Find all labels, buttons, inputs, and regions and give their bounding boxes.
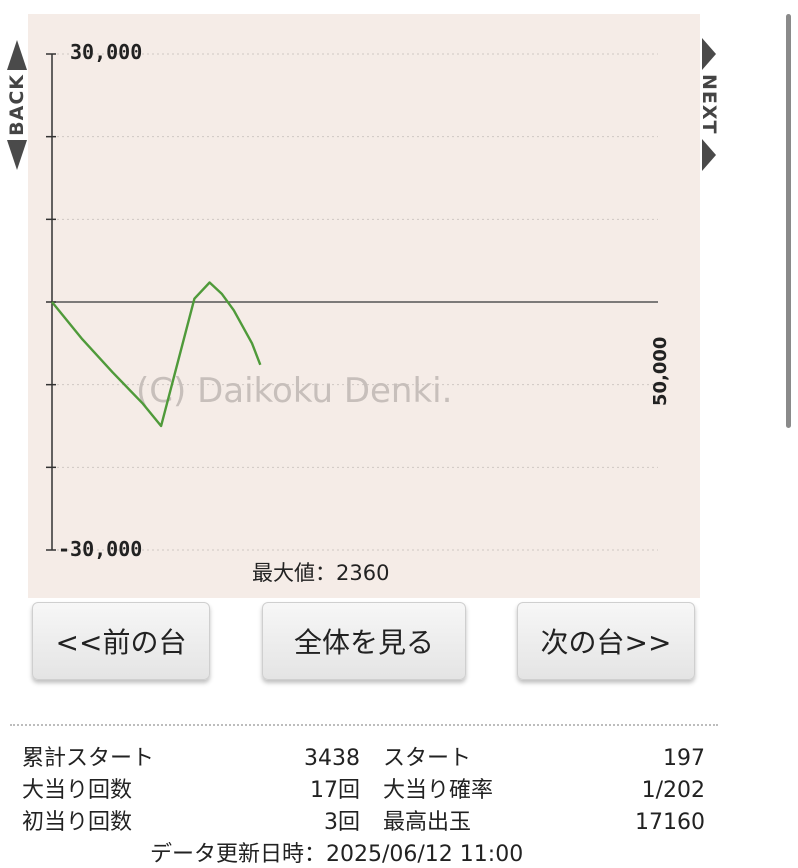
slump-graph-panel: (C) Daikoku Denki. 30,000 -30,000 50,000… xyxy=(28,14,700,598)
watermark-text: (C) Daikoku Denki. xyxy=(136,371,452,411)
next-machine-button[interactable]: 次の台>> xyxy=(517,602,695,680)
back-nav[interactable]: BACK xyxy=(2,40,32,170)
update-timestamp: データ更新日時：2025/06/12 11:00 xyxy=(150,842,524,867)
slump-graph: (C) Daikoku Denki. 30,000 -30,000 50,000… xyxy=(46,40,671,585)
stat-value: 17160 xyxy=(635,810,705,835)
stat-value: 3438 xyxy=(304,746,360,771)
y-tick-label-bottom: -30,000 xyxy=(58,537,142,561)
stat-label: 大当り回数 xyxy=(22,778,133,803)
prev-machine-button[interactable]: <<前の台 xyxy=(32,602,210,680)
stat-label: 最高出玉 xyxy=(383,810,472,835)
back-arrow-up-icon xyxy=(7,40,27,70)
x-max-label: 50,000 xyxy=(650,337,671,406)
next-arrow-bottom-icon xyxy=(702,138,716,171)
stat-value: 17回 xyxy=(310,778,360,803)
stat-label: 大当り確率 xyxy=(383,778,494,803)
max-value-label: 最大値：2360 xyxy=(252,561,389,585)
stat-label: スタート xyxy=(383,746,472,771)
next-arrow-top-icon xyxy=(702,38,716,70)
y-tick-label-top: 30,000 xyxy=(70,40,142,64)
stat-label: 初当り回数 xyxy=(22,810,133,835)
back-label: BACK xyxy=(6,74,28,136)
next-nav[interactable]: NEXT xyxy=(694,38,724,171)
stat-value: 3回 xyxy=(324,810,360,835)
view-all-button[interactable]: 全体を見る xyxy=(262,602,466,680)
next-label: NEXT xyxy=(698,74,720,135)
back-arrow-down-icon xyxy=(7,139,27,170)
stat-value: 1/202 xyxy=(641,778,705,803)
stat-label: 累計スタート xyxy=(22,746,155,771)
payout-line xyxy=(51,281,262,428)
stat-value: 197 xyxy=(663,746,705,771)
scrollbar[interactable] xyxy=(786,14,791,428)
divider xyxy=(10,724,718,726)
